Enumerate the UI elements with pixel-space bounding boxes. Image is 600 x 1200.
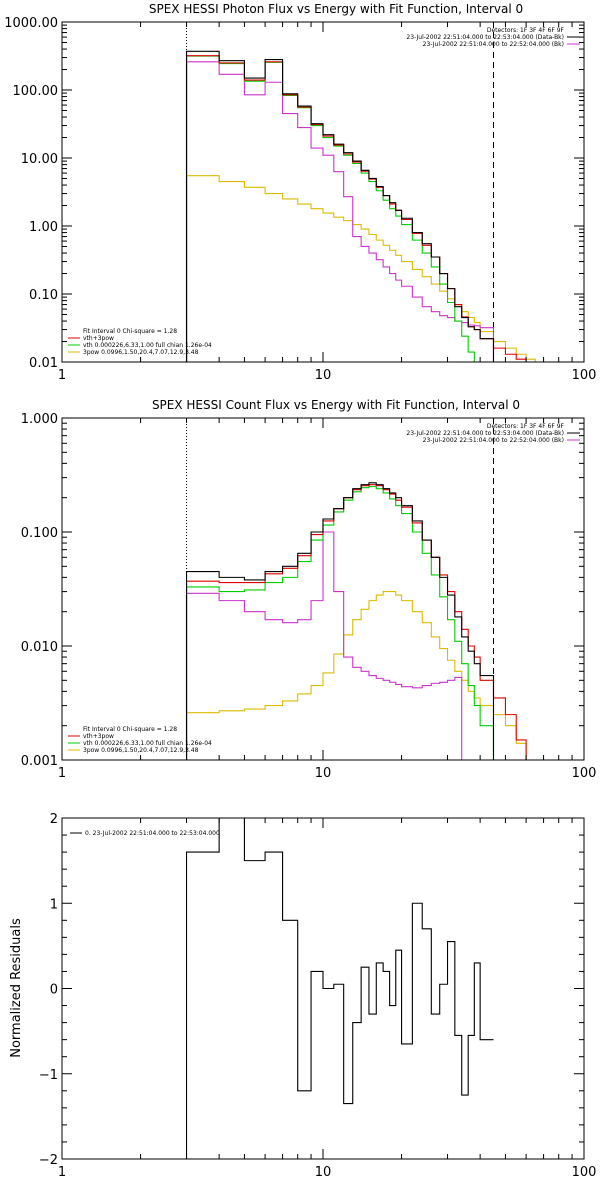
count-flux-ticks: 1 10 100 0.001 0.010 0.100 1.000	[21, 412, 597, 781]
count-flux-series-vth	[185, 486, 495, 760]
residuals-y-tick-label: −1	[39, 1068, 58, 1083]
photon-flux-legend-text: Detectors: 1F 3F 4F 6F 9F	[487, 27, 565, 34]
residuals-panel: 1 10 100 −2 −1 0 1 2 0. 23-Jul-2002 22:51:04.00…	[9, 812, 596, 1180]
count-flux-y-tick-label: 0.010	[21, 640, 58, 655]
photon-flux-legend-text: vth 0.000226,6.33,1.00 full chian 1.26e-…	[83, 342, 212, 349]
photon-flux-series-vth	[185, 55, 481, 362]
count-flux-legend-text: vth+3pow	[83, 733, 114, 740]
photon-flux-axes-frame	[61, 21, 585, 363]
count-flux-series-fit-total	[185, 484, 536, 760]
residuals-y-tick-label: 2	[50, 812, 58, 827]
photon-flux-legend-text: 23-Jul-2002 22:51:04.000 to 22:52:04.000…	[423, 41, 564, 48]
count-flux-x-tick-label: 100	[572, 766, 597, 781]
count-flux-series-group	[185, 418, 536, 760]
count-flux-legend-text: 23-Jul-2002 22:51:04.000 to 22:53:04.000…	[406, 430, 564, 437]
count-flux-series-background	[185, 531, 463, 760]
photon-flux-series-data	[185, 50, 495, 362]
photon-flux-panel: SPEX HESSI Photon Flux vs Energy with Fi…	[4, 2, 596, 383]
count-flux-legend-text: 23-Jul-2002 22:51:04.000 to 22:52:04.000…	[423, 437, 564, 444]
photon-flux-legend-text: 3pow 0.0996,1.50,20.4,7.07,12.9,3.48	[83, 349, 199, 356]
residuals-legend-text: 0. 23-Jul-2002 22:51:04.000 to 22:53:04.…	[85, 830, 220, 837]
photon-flux-y-tick-label: 0.10	[29, 288, 58, 303]
photon-flux-legend-text: Fit Interval 0 Chi-square = 1.28	[83, 328, 177, 335]
photon-flux-plot-area	[185, 22, 536, 362]
photon-flux-x-tick-label: 100	[572, 368, 597, 383]
residuals-y-tick-label: −2	[39, 1153, 58, 1168]
count-flux-y-tick-label: 1.000	[21, 412, 58, 427]
count-flux-legend-bottom: Fit Interval 0 Chi-square = 1.28vth+3pow…	[68, 726, 212, 754]
residuals-y-tick-label: 1	[50, 897, 58, 912]
residuals-series-group	[185, 818, 494, 1159]
count-flux-y-tick-label: 0.100	[21, 526, 58, 541]
count-flux-x-tick-label: 10	[315, 766, 332, 781]
photon-flux-series-fit-total	[185, 55, 536, 362]
count-flux-panel: SPEX HESSI Count Flux vs Energy with Fit…	[21, 398, 597, 781]
count-flux-series-data	[185, 482, 495, 760]
photon-flux-series-group	[185, 22, 536, 362]
count-flux-legend-text: Fit Interval 0 Chi-square = 1.28	[83, 726, 177, 733]
photon-flux-legend-text: vth+3pow	[83, 335, 114, 342]
photon-flux-x-tick-label: 1	[58, 368, 66, 383]
photon-flux-y-tick-label: 1.00	[29, 220, 58, 235]
count-flux-legend-text: vth 0.000226,6.33,1.00 full chian 1.26e-…	[83, 740, 212, 747]
photon-flux-series-3pow	[185, 175, 536, 362]
residuals-y-tick-label: 0	[50, 983, 58, 998]
count-flux-series-3pow	[185, 591, 536, 760]
photon-flux-y-tick-label: 1000.00	[4, 16, 58, 31]
count-flux-legend-text: Detectors: 1F 3F 4F 6F 9F	[487, 423, 565, 430]
residuals-legend-top: 0. 23-Jul-2002 22:51:04.000 to 22:53:04.…	[70, 830, 220, 837]
residuals-y-axis-label: Normalized Residuals	[9, 918, 24, 1058]
residuals-x-tick-label: 1	[58, 1165, 66, 1180]
photon-flux-ticks: 1 10 100 0.01 0.10 1.00 10.00 100.00 1000.00	[4, 16, 596, 383]
photon-flux-series-background	[185, 61, 495, 362]
photon-flux-legend-text: 23-Jul-2002 22:51:04.000 to 22:53:04.000…	[406, 34, 564, 41]
residuals-ticks: 1 10 100 −2 −1 0 1 2	[39, 812, 597, 1180]
residuals-x-tick-label: 100	[572, 1165, 597, 1180]
residuals-plot-area	[185, 818, 494, 1159]
residuals-series-residuals	[185, 818, 494, 1159]
count-flux-title: SPEX HESSI Count Flux vs Energy with Fit…	[152, 398, 520, 412]
count-flux-legend-text: 3pow 0.0996,1.50,20.4,7.07,12.9,3.48	[83, 747, 199, 754]
photon-flux-legend-bottom: Fit Interval 0 Chi-square = 1.28vth+3pow…	[68, 328, 212, 356]
count-flux-plot-area	[185, 418, 536, 760]
photon-flux-title: SPEX HESSI Photon Flux vs Energy with Fi…	[149, 2, 523, 16]
photon-flux-y-tick-label: 0.01	[29, 356, 58, 371]
count-flux-y-tick-label: 0.001	[21, 754, 58, 769]
residuals-x-tick-label: 10	[315, 1165, 332, 1180]
photon-flux-y-tick-label: 100.00	[13, 84, 59, 99]
count-flux-x-tick-label: 1	[58, 766, 66, 781]
photon-flux-y-tick-label: 10.00	[21, 152, 58, 167]
photon-flux-x-tick-label: 10	[315, 368, 332, 383]
